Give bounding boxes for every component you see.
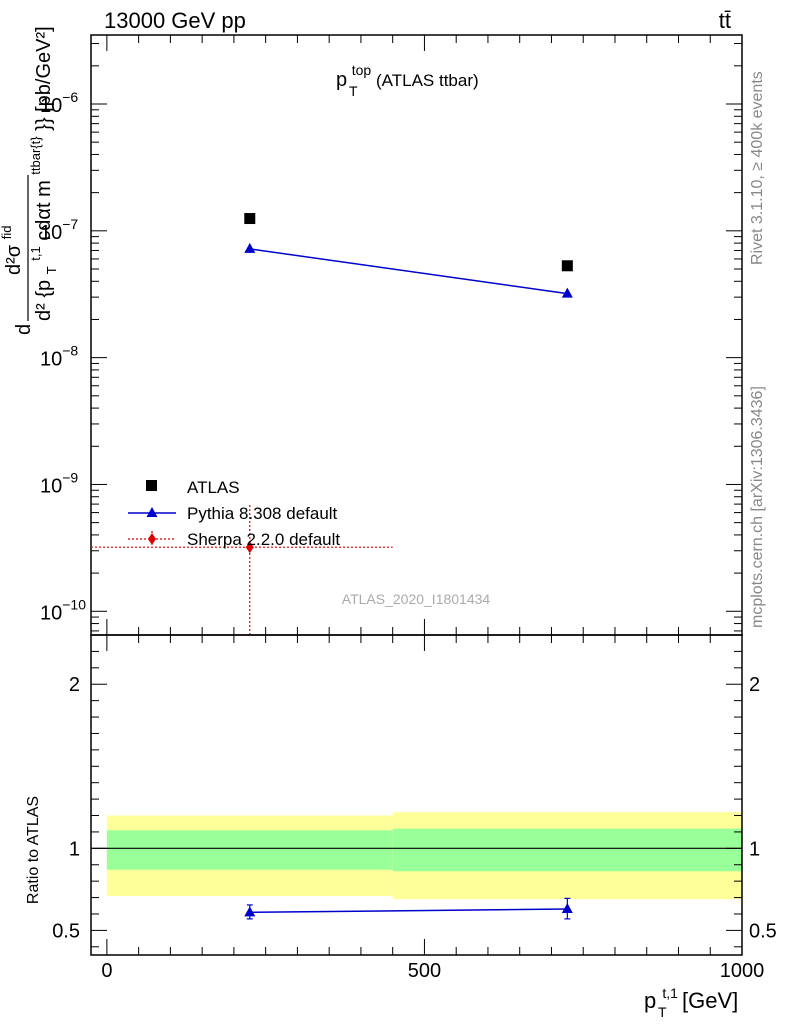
y-tick-base: 10: [40, 475, 62, 497]
legend-pythia-marker: [146, 507, 158, 517]
ratio-band-inner: [106, 830, 393, 870]
title-sup: top: [352, 62, 372, 78]
ratio-pythia-point: [244, 906, 256, 917]
ylabel-numerator: d²σ: [3, 244, 25, 275]
atlas-data-point: [244, 213, 256, 225]
pythia-data-point: [244, 242, 256, 253]
ratio-ylabel: Ratio to ATLAS: [25, 796, 42, 904]
ratio-panel: 0.5 0.5 1 1 2 2 0 500 1000 Ratio to ATLAS p t,1…: [25, 634, 777, 1022]
x-tick-label: 500: [408, 960, 441, 982]
main-ylabel-denominator: d² {p T t,1 cdαt m ttbar{t} }} [pb/GeV²]: [23, 26, 61, 321]
ratio-y-tick-label: 2: [69, 674, 80, 696]
main-ylabel-d: d: [13, 324, 35, 335]
legend-sherpa-marker: [148, 533, 156, 545]
main-ylabel: d d²σ fid d² {p T t,1 cdαt m ttbar{t} }}…: [0, 26, 61, 335]
y-tick-base: 10: [40, 349, 62, 371]
ratio-y-tick-label-right: 1: [749, 838, 760, 860]
y-tick-exponent: −8: [62, 343, 78, 359]
pythia-line: [249, 248, 568, 295]
ratio-frame: [90, 634, 743, 956]
y-tick-exponent: −6: [62, 89, 78, 105]
main-ylabel-numerator: d²σ fid: [0, 226, 25, 275]
ylabel-den-sup2: ttbar{t}: [28, 136, 43, 175]
ylabel-den-mid: cdαt m: [33, 180, 55, 240]
xlabel-sup: t,1: [662, 985, 678, 1001]
y-tick-label: 10−8: [40, 343, 78, 371]
ylabel-numerator-sup: fid: [0, 226, 14, 240]
ratio-data: [244, 897, 573, 920]
ylabel-den: d² {p: [33, 280, 55, 321]
legend-atlas-marker: [146, 480, 157, 491]
header-energy: 13000 GeV pp: [104, 8, 246, 33]
y-tick-base: 10: [40, 222, 62, 244]
xlabel-base: p: [644, 988, 656, 1013]
xlabel-unit: [GeV]: [682, 988, 738, 1013]
ratio-bands: [106, 812, 742, 900]
analysis-watermark: ATLAS_2020_I1801434: [342, 591, 491, 607]
ratio-y-tick-label: 1: [69, 838, 80, 860]
header-process: tt̄: [719, 8, 731, 33]
xlabel-sub: T: [658, 1004, 667, 1020]
mcplots-credit: mcplots.cern.ch [arXiv:1306.3436]: [749, 386, 766, 628]
y-tick-base: 10: [40, 95, 62, 117]
y-tick-exponent: −9: [62, 469, 78, 485]
ratio-y-tick-label: 0.5: [52, 920, 80, 942]
ylabel-den-sup: t,1: [28, 246, 43, 260]
atlas-data-point: [561, 260, 573, 272]
y-tick-label: 10−6: [40, 89, 78, 117]
title-sub: T: [349, 83, 358, 99]
y-tick-label: 10−7: [40, 216, 78, 244]
legend-atlas-label: ATLAS: [187, 478, 240, 497]
pythia-data-point: [561, 287, 573, 298]
y-tick-exponent: −7: [62, 216, 78, 232]
ratio-y-tick-label-right: 0.5: [749, 920, 777, 942]
sherpa-data-point: [245, 541, 254, 554]
legend: ATLAS Pythia 8.308 default Sherpa 2.2.0 …: [128, 478, 340, 549]
ratio-y-tick-label-right: 2: [749, 674, 760, 696]
y-tick-label: 10−9: [40, 469, 78, 497]
y-tick-exponent: −10: [62, 596, 86, 612]
y-tick-base: 10: [40, 602, 62, 624]
main-data: [91, 213, 573, 635]
ratio-pythia-point: [561, 903, 573, 914]
ylabel-den-end: }} [pb/GeV²]: [33, 26, 55, 131]
main-ticks: [91, 35, 743, 635]
ylabel-den-sub: T: [44, 266, 59, 274]
ratio-ticks: [91, 634, 743, 955]
x-tick-label: 0: [101, 960, 112, 982]
ratio-band-inner: [392, 828, 742, 872]
title-rest: (ATLAS ttbar): [376, 71, 479, 90]
title-base: p: [336, 69, 347, 91]
rivet-version: Rivet 3.1.10, ≥ 400k events: [749, 71, 766, 265]
x-tick-labels: 0 500 1000: [101, 960, 764, 982]
ratio-pythia-line: [249, 908, 568, 914]
x-tick-label: 1000: [720, 960, 765, 982]
ratio-tick-labels: 0.5 0.5 1 1 2 2: [52, 674, 777, 942]
ylabel-d: d: [13, 324, 35, 335]
y-tick-label: 10−10: [40, 596, 86, 624]
legend-pythia-label: Pythia 8.308 default: [187, 504, 338, 523]
plot-title: p top T (ATLAS ttbar): [336, 58, 479, 101]
legend-sherpa-label: Sherpa 2.2.0 default: [187, 530, 340, 549]
x-axis-label: p t,1 T [GeV]: [644, 978, 738, 1022]
